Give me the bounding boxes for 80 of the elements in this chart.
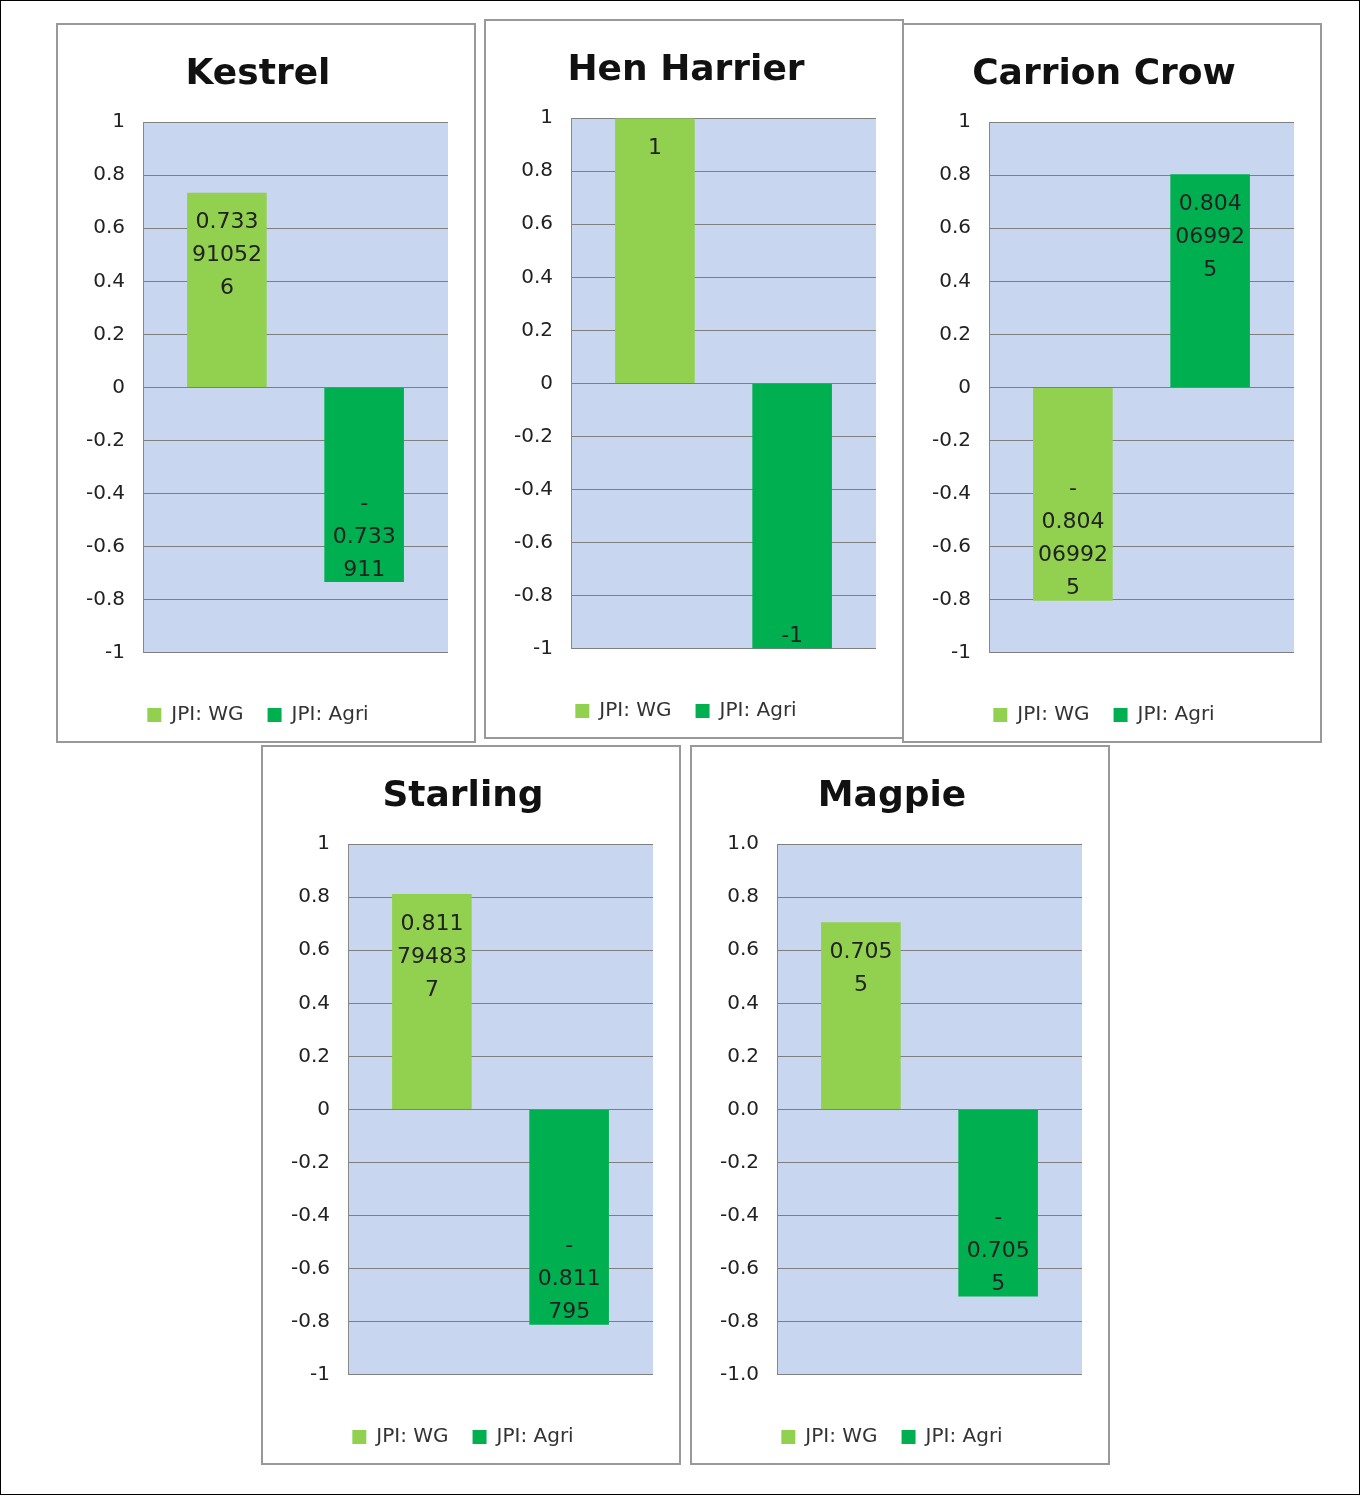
data-label: 1 — [647, 133, 662, 159]
y-tick-label: -0.6 — [85, 532, 126, 557]
y-tick-label: -0.2 — [290, 1148, 331, 1173]
y-tick-label: 1 — [317, 830, 331, 855]
chart-title: Carrion Crow — [972, 50, 1236, 92]
y-tick-label: -0.4 — [85, 479, 126, 504]
y-tick-label: -1 — [951, 638, 972, 663]
y-tick-label: 0.0 — [727, 1095, 760, 1120]
y-tick-label: -1 — [533, 634, 554, 659]
y-tick-label: -0.2 — [85, 426, 126, 451]
y-tick-label: 0.8 — [298, 883, 331, 908]
legend-label: JPI: WG — [374, 1423, 449, 1448]
y-tick-label: 0.6 — [521, 210, 554, 235]
y-tick-label: -0.4 — [513, 475, 554, 500]
y-tick-label: -0.8 — [513, 581, 554, 606]
y-tick-label: 0.4 — [727, 989, 760, 1014]
y-tick-label: 0.6 — [727, 936, 760, 961]
y-tick-label: -1 — [105, 638, 126, 663]
y-tick-label: 0.6 — [939, 214, 972, 239]
data-label: -0.811795 — [537, 1232, 601, 1324]
y-tick-label: 0.4 — [298, 989, 331, 1014]
chart-title: Starling — [382, 772, 544, 814]
legend-label: JPI: WG — [1015, 701, 1090, 726]
y-tick-label: 0.8 — [939, 161, 972, 186]
y-tick-label: 0.2 — [93, 320, 126, 345]
y-tick-label: 0 — [317, 1095, 331, 1120]
y-tick-label: 0 — [958, 373, 972, 398]
y-tick-label: 0.2 — [298, 1042, 331, 1067]
y-tick-label: 0 — [540, 369, 554, 394]
data-label: 0.811794837 — [396, 909, 467, 1001]
y-tick-label: -0.4 — [931, 479, 972, 504]
y-tick-label: 0.8 — [727, 883, 760, 908]
y-tick-label: -0.8 — [85, 585, 126, 610]
y-tick-label: 0.2 — [521, 316, 554, 341]
y-tick-label: -0.2 — [931, 426, 972, 451]
chart-title: Kestrel — [185, 50, 331, 92]
data-label: 0.733910526 — [191, 208, 262, 300]
y-tick-label: 1 — [958, 108, 972, 133]
data-label: 0.804069925 — [1175, 189, 1246, 281]
legend-label: JPI: Agri — [289, 701, 369, 726]
data-label: -0.7055 — [966, 1204, 1030, 1296]
y-tick-label: -0.2 — [513, 422, 554, 447]
legend-label: JPI: WG — [597, 697, 672, 722]
legend-label: JPI: Agri — [717, 697, 797, 722]
data-label: -0.804069925 — [1037, 475, 1108, 600]
y-tick-label: 0.2 — [939, 320, 972, 345]
y-tick-label: 0.4 — [521, 263, 554, 288]
y-tick-label: 1.0 — [727, 830, 760, 855]
y-tick-label: -0.6 — [513, 528, 554, 553]
data-label: -1 — [781, 622, 804, 648]
y-tick-label: -0.8 — [719, 1307, 760, 1332]
y-tick-label: -0.4 — [719, 1201, 760, 1226]
y-tick-label: 0.8 — [93, 161, 126, 186]
y-tick-label: 0.4 — [93, 267, 126, 292]
chart-title: Magpie — [817, 772, 967, 814]
legend-label: JPI: Agri — [923, 1423, 1003, 1448]
y-tick-label: 0.6 — [298, 936, 331, 961]
y-tick-label: -0.8 — [931, 585, 972, 610]
y-tick-label: -0.2 — [719, 1148, 760, 1173]
y-tick-label: -0.6 — [931, 532, 972, 557]
legend-label: JPI: Agri — [1135, 701, 1215, 726]
y-tick-label: -0.6 — [290, 1254, 331, 1279]
y-tick-label: 1 — [112, 108, 126, 133]
y-tick-label: -0.6 — [719, 1254, 760, 1279]
legend-label: JPI: WG — [803, 1423, 878, 1448]
chart-title: Hen Harrier — [567, 46, 805, 88]
y-tick-label: -1 — [310, 1360, 331, 1385]
y-tick-label: -0.4 — [290, 1201, 331, 1226]
y-tick-label: 0.8 — [521, 157, 554, 182]
legend-label: JPI: Agri — [494, 1423, 574, 1448]
y-tick-label: 0.4 — [939, 267, 972, 292]
legend-label: JPI: WG — [169, 701, 244, 726]
y-tick-label: 1 — [540, 104, 554, 129]
y-tick-label: 0.6 — [93, 214, 126, 239]
y-tick-label: 0 — [112, 373, 126, 398]
y-tick-label: -1.0 — [719, 1360, 760, 1385]
y-tick-label: 0.2 — [727, 1042, 760, 1067]
data-label: 0.7055 — [829, 938, 893, 997]
data-label: -0.733911 — [332, 489, 396, 581]
y-tick-label: -0.8 — [290, 1307, 331, 1332]
